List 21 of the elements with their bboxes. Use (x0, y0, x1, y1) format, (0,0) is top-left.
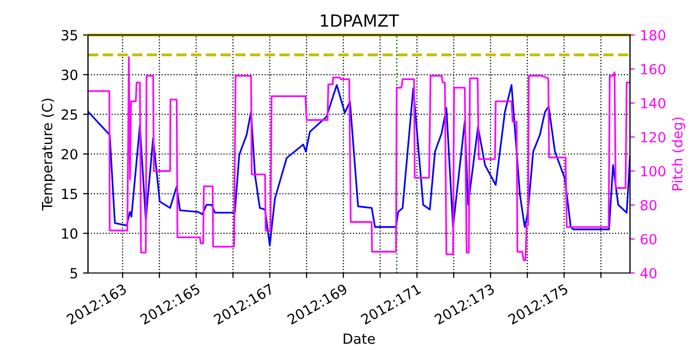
y-tick-label: 30 (62, 70, 78, 80)
y2-tick-label: 60 (640, 234, 656, 244)
y-tick-label: 35 (62, 30, 78, 40)
y-tick-label: 25 (62, 109, 78, 120)
y-tick-label: 10 (62, 228, 78, 239)
y-axis-title: Temperature (C) (42, 98, 56, 210)
y-tick-label: 20 (62, 148, 78, 160)
y2-tick-label: 40 (640, 268, 656, 278)
y2-tick-label: 160 (641, 64, 666, 74)
y-tick-label: 15 (62, 188, 78, 200)
line-series (88, 84, 630, 246)
y2-tick-label: 120 (641, 132, 666, 142)
y-tick-label: 5 (70, 268, 78, 278)
chart-title: 1DPAMZT (320, 14, 399, 27)
y2-tick-label: 180 (641, 30, 666, 40)
y2-axis-title: Pitch (deg) (672, 118, 686, 190)
y2-tick-label: 100 (641, 166, 666, 176)
y2-tick-label: 140 (641, 98, 666, 108)
line-series (88, 56, 630, 262)
x-axis-title: Date (344, 334, 375, 344)
y2-tick-label: 80 (640, 200, 656, 210)
